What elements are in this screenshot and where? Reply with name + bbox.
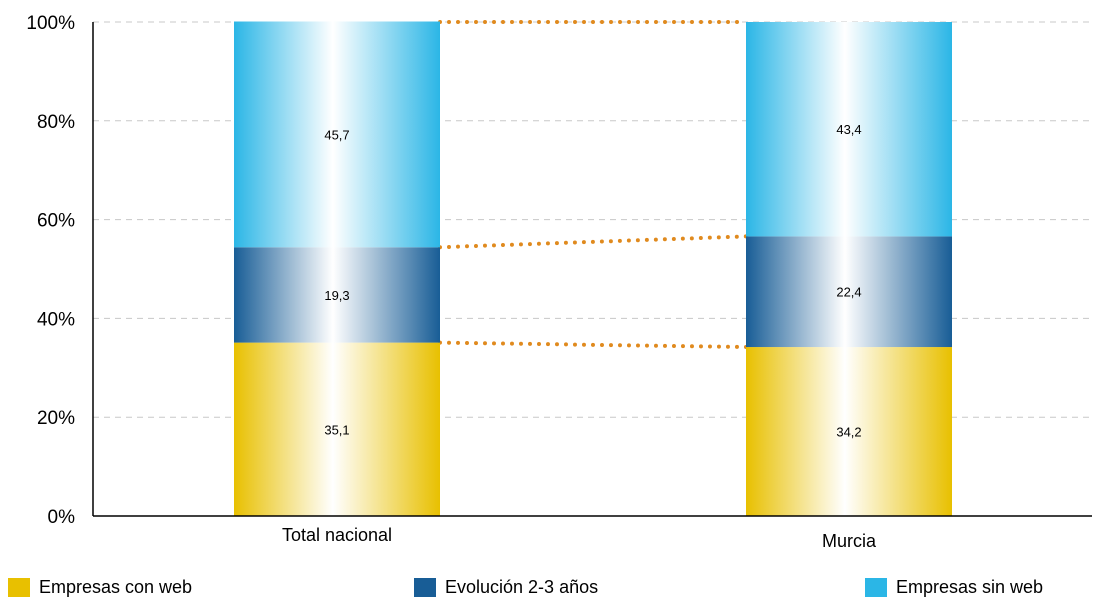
legend-item-empresas-sin-web: Empresas sin web xyxy=(865,575,1043,599)
y-tick-label: 100% xyxy=(26,13,75,34)
legend-label: Empresas con web xyxy=(39,576,193,597)
legend-swatch-empresas-con-web xyxy=(8,577,30,597)
connector-lines xyxy=(438,20,748,350)
bar-segment xyxy=(234,21,440,248)
data-label: 22,4 xyxy=(836,285,861,300)
y-tick-label: 20% xyxy=(37,408,75,429)
data-label: 34,2 xyxy=(836,425,861,440)
y-axis-tick-labels: 0% 20% 40% 60% 80% 100% xyxy=(26,13,75,528)
legend-label: Evolución 2-3 años xyxy=(445,576,599,597)
connector-line xyxy=(438,234,748,250)
y-tick-label: 0% xyxy=(48,507,76,528)
y-tick-label: 40% xyxy=(37,309,75,330)
bar-segment xyxy=(746,22,952,237)
data-label: 19,3 xyxy=(324,288,349,303)
bar-segment xyxy=(234,342,440,516)
x-category-label: Murcia xyxy=(822,531,877,551)
legend-swatch-evolucion xyxy=(414,577,436,597)
legend-item-evolucion: Evolución 2-3 años xyxy=(414,575,598,599)
bar-segment xyxy=(234,247,440,343)
data-labels: 35,1 19,3 45,7 34,2 22,4 43,4 xyxy=(324,122,861,439)
legend-item-empresas-con-web: Empresas con web xyxy=(8,575,192,599)
y-tick-label: 60% xyxy=(37,211,75,232)
bar-segment xyxy=(746,236,952,348)
bars xyxy=(234,21,952,516)
data-label: 43,4 xyxy=(836,122,861,137)
data-label: 35,1 xyxy=(324,422,349,437)
stacked-bar-chart: 0% 20% 40% 60% 80% 100% 35,1 19,3 45,7 34,2 22,4 4… xyxy=(26,13,1092,551)
x-category-label: Total nacional xyxy=(282,525,392,545)
legend-label: Empresas sin web xyxy=(896,576,1044,597)
bar-segment xyxy=(746,347,952,516)
legend-swatch-empresas-sin-web xyxy=(865,577,887,597)
category-labels: Total nacional Murcia xyxy=(282,525,877,551)
y-tick-label: 80% xyxy=(37,112,75,133)
connector-line xyxy=(438,340,748,350)
data-label: 45,7 xyxy=(324,127,349,142)
